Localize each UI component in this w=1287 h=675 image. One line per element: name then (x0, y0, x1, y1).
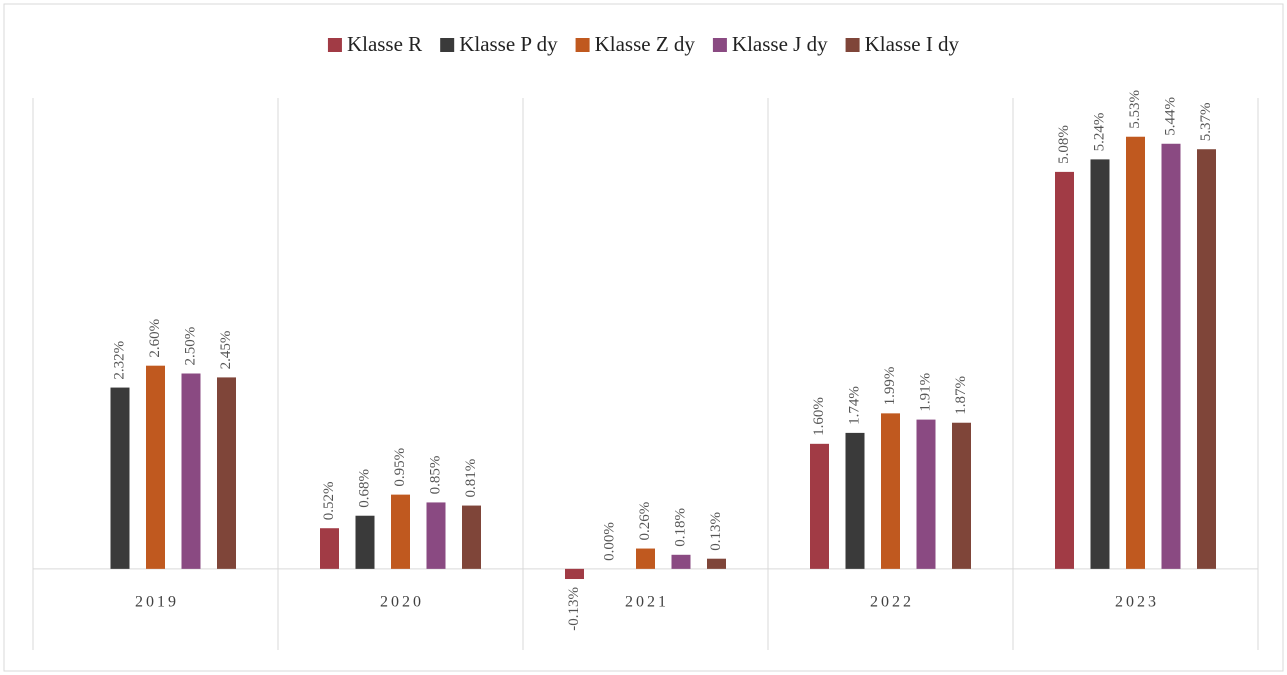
bar (355, 515, 375, 569)
data-label: 1.91% (917, 373, 933, 412)
bar (1090, 159, 1110, 569)
data-label: 0.00% (601, 522, 617, 561)
legend-item: Klasse R (327, 32, 422, 56)
data-label: 2.50% (182, 327, 198, 366)
legend-label: Klasse I dy (865, 32, 960, 56)
bar (881, 413, 900, 569)
data-label: 2.60% (147, 319, 163, 358)
legend-label: Klasse R (347, 32, 422, 56)
x-tick-label: 2023 (1115, 594, 1159, 611)
data-label: 0.26% (637, 502, 653, 541)
data-label: 1.87% (953, 376, 969, 415)
data-label: 0.18% (672, 508, 688, 547)
bar (391, 494, 410, 569)
legend-item: Klasse J dy (712, 32, 828, 56)
bar (217, 377, 236, 569)
legend-label: Klasse P dy (459, 32, 558, 56)
bar (671, 554, 691, 569)
data-label: -0.13% (566, 587, 582, 631)
legend-item: Klasse Z dy (575, 32, 696, 56)
legend-item: Klasse I dy (845, 32, 960, 56)
legend-swatch (575, 38, 590, 52)
legend-item: Klasse P dy (440, 32, 558, 56)
bar (110, 387, 130, 569)
legend: Klasse R Klasse P dy Klasse Z dy Klasse J d… (327, 32, 960, 56)
data-label: 1.60% (811, 397, 827, 436)
legend-swatch (845, 38, 860, 52)
data-label: 5.44% (1162, 97, 1178, 136)
data-label: 0.52% (321, 481, 337, 520)
bar (916, 419, 936, 569)
legend-label: Klasse Z dy (595, 32, 696, 56)
x-tick-label: 2020 (380, 594, 424, 611)
x-tick-label: 2021 (625, 594, 669, 611)
bar (565, 568, 584, 580)
x-tick-label: 2019 (135, 594, 179, 611)
data-label: 2.32% (111, 341, 127, 380)
bar (462, 505, 481, 569)
data-label: 5.08% (1056, 125, 1072, 164)
data-label: 0.85% (427, 456, 443, 495)
bar (1055, 171, 1074, 569)
bar (1126, 136, 1145, 569)
bar (181, 373, 201, 569)
data-label: 0.81% (463, 459, 479, 498)
data-label: 0.95% (392, 448, 408, 487)
bar (426, 502, 446, 569)
data-label: 1.74% (846, 386, 862, 425)
legend-swatch (440, 38, 455, 52)
legend-label: Klasse J dy (732, 32, 828, 56)
bar (1197, 149, 1216, 569)
bar (845, 432, 865, 569)
data-label: 0.13% (708, 512, 724, 551)
bar (636, 548, 655, 569)
bar (320, 528, 339, 569)
bar (146, 365, 165, 569)
data-label: 5.37% (1198, 102, 1214, 141)
data-label: 0.68% (356, 469, 372, 508)
bar (952, 422, 971, 569)
data-label: 5.53% (1127, 90, 1143, 129)
data-label: 5.24% (1091, 113, 1107, 152)
data-label: 1.99% (882, 367, 898, 406)
x-tick-label: 2022 (870, 594, 914, 611)
bar (707, 558, 726, 569)
legend-swatch (712, 38, 727, 52)
legend-swatch (327, 38, 342, 52)
data-label: 2.45% (218, 331, 234, 370)
bar (1161, 143, 1181, 569)
bar (810, 443, 829, 569)
